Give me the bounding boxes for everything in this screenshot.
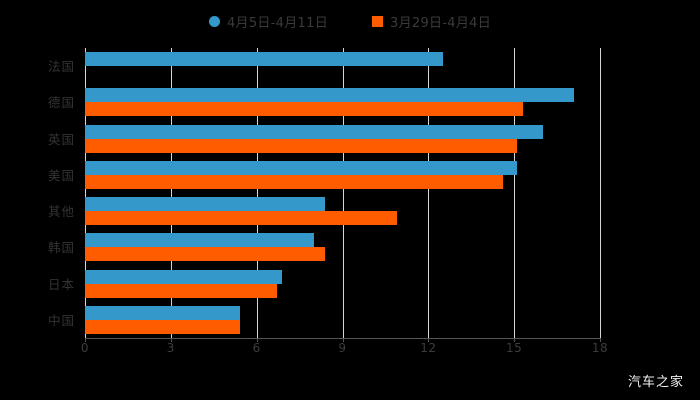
y-axis-tick-label: 英国	[47, 131, 75, 147]
plot-area	[85, 48, 601, 338]
legend-label-series-2: 3月29日-4月4日	[390, 15, 492, 31]
x-axis-tick	[600, 338, 601, 342]
x-axis-tick	[256, 338, 258, 342]
gridline-3	[170, 48, 172, 338]
x-axis-tick-label: 6	[252, 341, 261, 355]
y-axis-tick-label: 美国	[47, 167, 75, 183]
y-axis-tick-label: 中国	[47, 312, 75, 328]
x-axis-tick	[514, 338, 516, 342]
bar[interactable]	[85, 283, 277, 298]
x-axis-tick-label: 0	[80, 341, 90, 355]
y-axis-tick-label: 日本	[47, 276, 75, 292]
x-axis-tick-label: 15	[506, 341, 523, 355]
chart-legend: 4月5日-4月11日 3月29日-4月4日	[0, 10, 700, 32]
legend-marker-circle-icon	[208, 15, 220, 27]
bar[interactable]	[85, 160, 518, 175]
gridline-15	[514, 48, 516, 338]
bar[interactable]	[85, 102, 523, 117]
gridline-18	[600, 48, 601, 338]
x-axis-tick-label: 18	[591, 341, 609, 355]
legend-label-series-1: 4月5日-4月11日	[226, 15, 328, 31]
x-axis-tick-label: 9	[338, 341, 347, 355]
bar[interactable]	[85, 88, 575, 103]
bar[interactable]	[85, 197, 326, 211]
y-axis-labels: 法国德国英国美国其他韩国日本中国	[0, 48, 75, 338]
gridline-0	[85, 48, 86, 338]
y-axis-tick-label: 其他	[47, 204, 75, 219]
x-axis-tick	[342, 338, 344, 342]
gridline-12	[428, 48, 430, 338]
bar[interactable]	[85, 211, 397, 225]
gridline-6	[256, 48, 258, 338]
bar[interactable]	[85, 174, 503, 189]
bar[interactable]	[85, 124, 543, 139]
bar[interactable]	[85, 319, 240, 334]
legend-item-series-2[interactable]: 3月29日-4月4日	[372, 12, 491, 31]
watermark: 汽车之家	[627, 375, 684, 390]
bar[interactable]	[85, 247, 326, 262]
x-axis-tick	[85, 338, 86, 342]
legend-item-series-1[interactable]: 4月5日-4月11日	[208, 12, 328, 31]
x-axis-tick	[428, 338, 430, 342]
bar[interactable]	[85, 305, 240, 320]
y-axis-tick-label: 德国	[47, 95, 75, 111]
x-axis-tick-label: 12	[420, 341, 437, 355]
gridline-9	[342, 48, 344, 338]
legend-marker-square-icon	[372, 15, 383, 27]
y-axis-tick-label: 韩国	[47, 240, 75, 256]
x-axis-tick-label: 3	[166, 341, 175, 355]
bar[interactable]	[85, 233, 314, 248]
bar[interactable]	[85, 138, 518, 153]
bar[interactable]	[85, 269, 283, 284]
bar[interactable]	[85, 52, 443, 66]
y-axis-tick-label: 法国	[47, 59, 75, 74]
x-axis-tick	[170, 338, 172, 342]
